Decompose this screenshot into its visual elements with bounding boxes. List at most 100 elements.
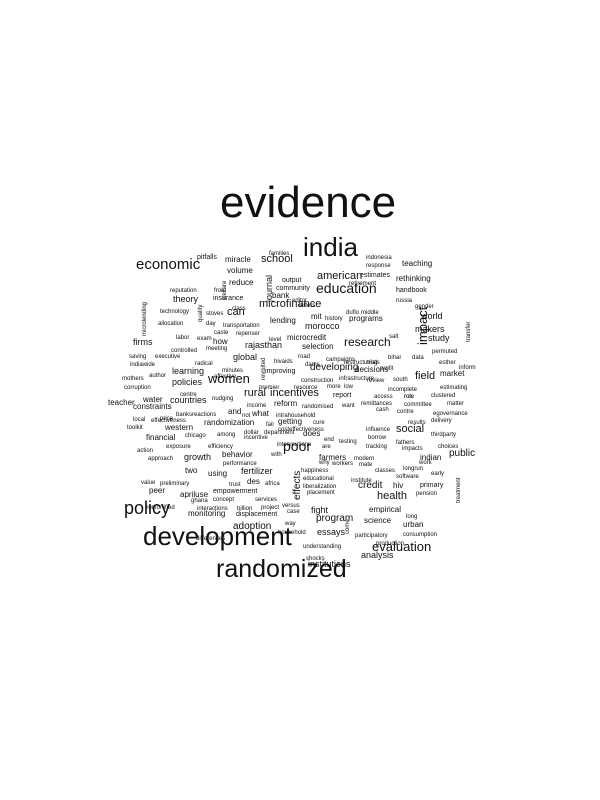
word-happiness: happiness — [301, 467, 329, 474]
word-institute: institute — [351, 477, 372, 484]
word-fight: fight — [311, 505, 329, 516]
word-nudging: nudging — [212, 395, 234, 402]
word-science: science — [364, 516, 392, 526]
word-dollar: dollar — [244, 429, 259, 436]
word-revisited: revisited — [261, 357, 267, 380]
word-mit: mit — [311, 312, 322, 322]
word-and: and — [228, 407, 242, 417]
word-construction: construction — [301, 377, 334, 384]
word-billion: billion — [237, 505, 253, 512]
word-permuted: permuted — [432, 348, 458, 355]
word-retirement: retirement — [349, 280, 377, 287]
word-household: household — [278, 529, 306, 536]
word-farmers: farmers — [319, 453, 347, 463]
word-toolkit: toolkit — [127, 424, 143, 431]
word-selection: selection — [302, 342, 334, 352]
word-fail: fail — [266, 421, 274, 428]
word-services: services — [255, 496, 278, 503]
word-case: case — [287, 508, 300, 515]
word-western: western — [165, 423, 194, 433]
word-adoption: adoption — [233, 520, 272, 532]
word-remittances: remittances — [361, 400, 393, 407]
word-south: south — [393, 376, 408, 383]
word-are: are — [322, 443, 331, 450]
word-financial: financial — [146, 433, 176, 443]
word-community: community — [276, 285, 310, 293]
word-exposure: exposure — [166, 443, 191, 450]
word-global: global — [233, 352, 258, 363]
word-treatment: treatment — [456, 477, 462, 503]
word-thirdparty: thirdparty — [431, 431, 457, 438]
word-incomplete: incomplete — [388, 386, 418, 393]
word-software: software — [396, 473, 419, 480]
word-impacts: impacts — [402, 445, 423, 452]
word-chicago: chicago — [185, 432, 206, 439]
word-response: response — [366, 262, 391, 269]
word-rajasthan: rajasthan — [245, 340, 283, 351]
word-constraints: constraints — [133, 402, 172, 412]
word-participatory: participatory — [355, 532, 388, 539]
word-bihar: bihar — [388, 354, 402, 361]
word-quality: quality — [198, 304, 204, 322]
word-access: access — [374, 393, 393, 400]
word-caste: caste — [214, 329, 229, 336]
word-output: output — [282, 277, 302, 285]
word-placement: placement — [307, 489, 335, 496]
word-corruption: corruption — [124, 384, 151, 391]
word-mate: mate — [359, 461, 373, 468]
word-intrahousehold: intrahousehold — [276, 412, 316, 419]
word-hivaids: hivaids — [274, 358, 293, 365]
word-salt: salt — [389, 333, 399, 340]
word-morocco: morocco — [305, 321, 340, 332]
word-differences: differences — [196, 535, 226, 542]
word-dams: dams — [305, 361, 320, 368]
word-centre: centre — [180, 391, 197, 398]
word-world: world — [421, 311, 443, 322]
word-randomization: randomization — [204, 418, 255, 428]
word-repenser: repenser — [236, 330, 260, 337]
word-growth: growth — [184, 452, 212, 463]
word-families: families — [269, 250, 290, 257]
word-evaluation: evaluation — [372, 538, 432, 554]
word-bank: bank — [272, 291, 290, 301]
word-volume: volume — [227, 266, 253, 276]
word-contre: contre — [397, 408, 414, 415]
word-borrow: borrow — [368, 434, 387, 441]
word-trials: trials — [367, 359, 380, 366]
word-author: author — [149, 372, 167, 379]
word-consumption: consumption — [403, 531, 438, 538]
word-russia: russia — [396, 297, 413, 304]
word-choices: choices — [438, 443, 459, 450]
word-ghana: ghana — [191, 497, 208, 504]
word-essays: essays — [317, 527, 346, 538]
word-research: research — [344, 334, 391, 349]
word-efficiency: efficiency — [208, 443, 233, 450]
word-how: how — [213, 337, 228, 347]
word-countries: countries — [170, 395, 207, 406]
word-class: class — [232, 305, 246, 312]
word-radical: radical — [195, 360, 213, 367]
word-history: history — [325, 315, 343, 322]
word-evidence: evidence — [220, 177, 397, 227]
word-teaching: teaching — [402, 259, 433, 269]
word-poor: poor — [283, 438, 312, 455]
word-rural: rural — [244, 386, 267, 399]
word-editor: editor — [292, 297, 308, 304]
word-insurance: insurance — [213, 295, 244, 303]
word-influence: influence — [366, 426, 391, 433]
word-urban: urban — [403, 520, 424, 530]
word-reputation: reputation — [170, 287, 197, 294]
word-institutions: institutions — [308, 559, 351, 570]
word-fathers: fathers — [396, 439, 415, 446]
word-from: from — [214, 287, 226, 294]
word-health: health — [377, 489, 407, 502]
word-microlending: microlending — [142, 301, 148, 336]
word-improving: improving — [265, 368, 296, 376]
word-two: two — [185, 466, 198, 476]
word-understanding: understanding — [303, 543, 342, 550]
word-india: india — [303, 231, 358, 262]
word-want: want — [342, 402, 355, 409]
word-using: using — [208, 469, 228, 479]
word-does: does — [303, 429, 321, 439]
word-egovernance: egovernance — [433, 410, 468, 417]
